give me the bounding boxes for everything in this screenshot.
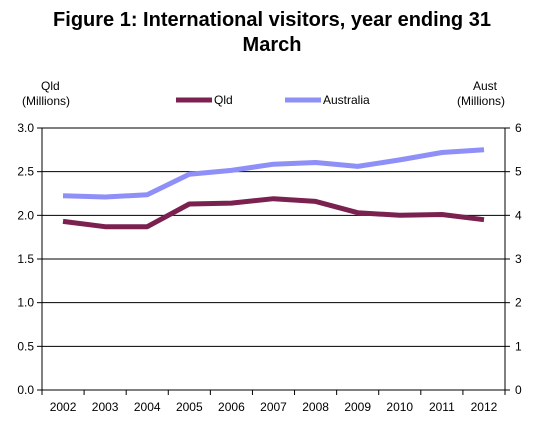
x-axis-tick-label: 2005 (176, 400, 203, 414)
right-axis-tick-label: 4 (515, 208, 522, 222)
x-axis-tick-label: 2004 (134, 400, 161, 414)
chart-title-line-1: Figure 1: International visitors, year e… (53, 9, 491, 31)
x-axis-tick-label: 2011 (429, 400, 455, 414)
x-axis-tick-label: 2009 (344, 400, 371, 414)
right-axis-tick-label: 1 (515, 339, 522, 353)
left-axis-tick-label: 1.5 (17, 252, 34, 266)
right-axis-title: Aust (Millions) (457, 79, 505, 109)
right-axis-tick-label: 6 (515, 121, 522, 135)
chart-title-line-2: March (242, 34, 302, 56)
right-axis-tick-label: 0 (515, 383, 522, 397)
legend: Qld Australia (176, 93, 370, 107)
left-axis-title-line-2: (Millions) (22, 94, 70, 108)
x-axis-tick-label: 2002 (50, 400, 77, 414)
x-axis-tick-label: 2007 (260, 400, 287, 414)
right-axis-title-line-2: (Millions) (457, 94, 505, 108)
left-axis-tick-label: 2.5 (17, 165, 34, 179)
x-axis-tick-label: 2003 (92, 400, 119, 414)
right-axis-tick-label: 2 (515, 296, 522, 310)
x-axis-tick-label: 2008 (302, 400, 329, 414)
x-axis-tick-label: 2010 (386, 400, 413, 414)
series-line-australia (62, 147, 485, 200)
series-line-qld (62, 196, 485, 230)
left-axis-title-line-1: Qld (41, 79, 60, 93)
left-axis-tick-label: 1.0 (17, 296, 34, 310)
gridlines (42, 127, 505, 347)
right-axis-tick-label: 5 (515, 165, 522, 179)
left-axis-tick-label: 3.0 (17, 121, 34, 135)
chart-title: Figure 1: International visitors, year e… (0, 8, 544, 58)
left-axis-title: Qld (Millions) (22, 79, 70, 109)
x-axis-tick-label: 2012 (471, 400, 498, 414)
legend-label-australia: Australia (323, 93, 370, 107)
legend-label-qld: Qld (214, 93, 233, 107)
right-axis-tick-label: 3 (515, 252, 522, 266)
right-axis-title-line-1: Aust (472, 79, 497, 93)
left-axis-tick-label: 0.0 (17, 383, 34, 397)
left-axis-tick-label: 2.0 (17, 208, 34, 222)
x-axis-tick-label: 2006 (218, 400, 245, 414)
left-axis-tick-label: 0.5 (17, 339, 34, 353)
series-lines (62, 147, 485, 230)
axes: 0.0 0.5 1.0 1.5 2.0 2.5 3.0 0 1 2 3 4 5 6 2002 2003 2004… (17, 121, 522, 414)
